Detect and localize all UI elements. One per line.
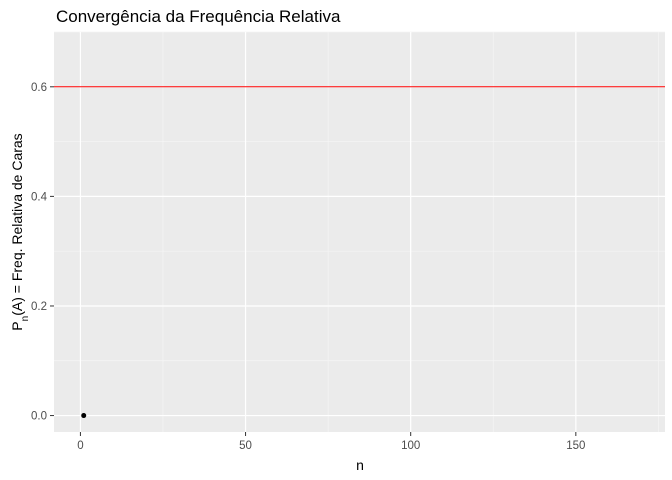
x-axis-ticks: 0 50 100 150: [77, 432, 585, 452]
y-axis-title-main: P: [9, 321, 25, 330]
y-axis-title: Pn(A) = Freq. Relativa de Caras: [9, 133, 31, 330]
y-axis-ticks: 0.0 0.2 0.4 0.6: [31, 82, 54, 423]
minor-gridlines: [54, 31, 665, 432]
data-points: [81, 413, 87, 419]
x-tick-label: 100: [401, 440, 420, 452]
data-point: [81, 413, 87, 419]
y-tick-label: 0.6: [31, 82, 47, 94]
chart-title: Convergência da Frequência Relativa: [56, 7, 341, 26]
x-tick-label: 50: [239, 440, 252, 452]
x-axis-title: n: [356, 457, 364, 473]
x-tick-label: 150: [566, 440, 585, 452]
y-tick-label: 0.4: [31, 191, 48, 203]
major-gridlines: [54, 32, 665, 432]
plot-panel: [54, 32, 665, 432]
x-tick-label: 0: [77, 440, 83, 452]
y-axis-title-subscript: n: [20, 316, 31, 322]
y-tick-label: 0.2: [31, 301, 47, 313]
y-axis-title-rest: (A) = Freq. Relativa de Caras: [9, 133, 25, 315]
y-tick-label: 0.0: [31, 411, 47, 423]
